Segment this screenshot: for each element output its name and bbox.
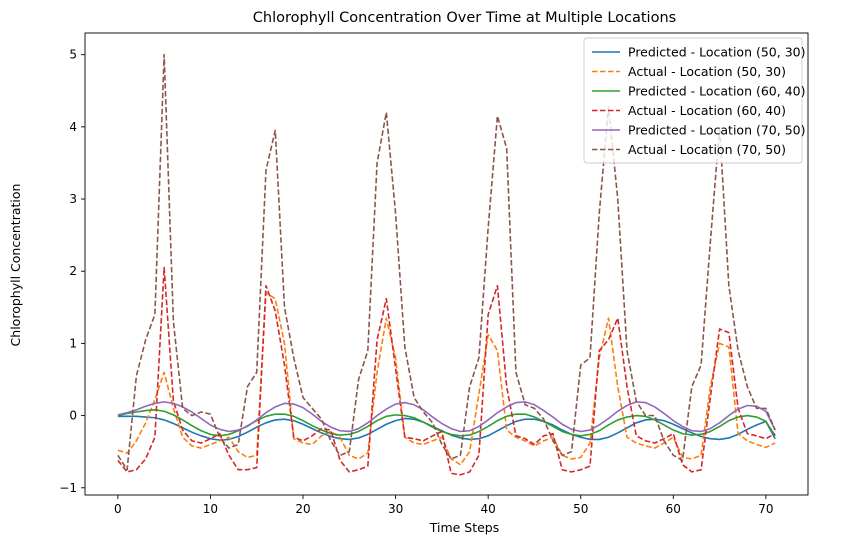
legend-box <box>583 37 803 164</box>
y-tick-label: −1 <box>59 481 77 495</box>
series-line-3 <box>117 409 776 437</box>
x-tick-label: 30 <box>388 502 403 516</box>
legend-label: Predicted - Location (60, 40) <box>628 84 806 99</box>
legend-label: Actual - Location (70, 50) <box>628 142 786 157</box>
x-axis-label: Time Steps <box>429 520 500 535</box>
legend-label: Actual - Location (50, 30) <box>628 64 786 79</box>
y-tick-label: 3 <box>69 192 77 206</box>
y-tick-label: 1 <box>69 336 77 350</box>
x-tick-label: 0 <box>114 502 122 516</box>
x-tick-label: 10 <box>203 502 218 516</box>
x-tick-label: 40 <box>481 502 496 516</box>
legend-label: Predicted - Location (50, 30) <box>628 45 806 60</box>
series-line-4 <box>117 266 776 476</box>
legend-label: Actual - Location (60, 40) <box>628 103 786 118</box>
x-tick-label: 50 <box>573 502 588 516</box>
series-layer <box>117 53 776 476</box>
axes-layer: 0 10 20 30 40 50 60 70 −1 0 1 2 3 4 5 <box>59 32 809 516</box>
y-tick-label: 4 <box>69 120 77 134</box>
y-tick-label: 5 <box>69 48 77 62</box>
x-tick-label: 70 <box>758 502 773 516</box>
y-axis-label: Chlorophyll Concentration <box>8 184 23 347</box>
y-tick-label: 2 <box>69 264 77 278</box>
series-line-6 <box>117 53 776 471</box>
legend: Predicted - Location (50, 30) Actual - Lo… <box>583 37 806 164</box>
y-tick-label: 0 <box>69 409 77 423</box>
legend-label: Predicted - Location (70, 50) <box>628 123 806 138</box>
x-tick-label: 60 <box>666 502 681 516</box>
plot-frame <box>84 32 809 496</box>
series-line-5 <box>117 401 776 433</box>
chart-title: Chlorophyll Concentration Over Time at M… <box>253 10 676 26</box>
x-tick-label: 20 <box>295 502 310 516</box>
